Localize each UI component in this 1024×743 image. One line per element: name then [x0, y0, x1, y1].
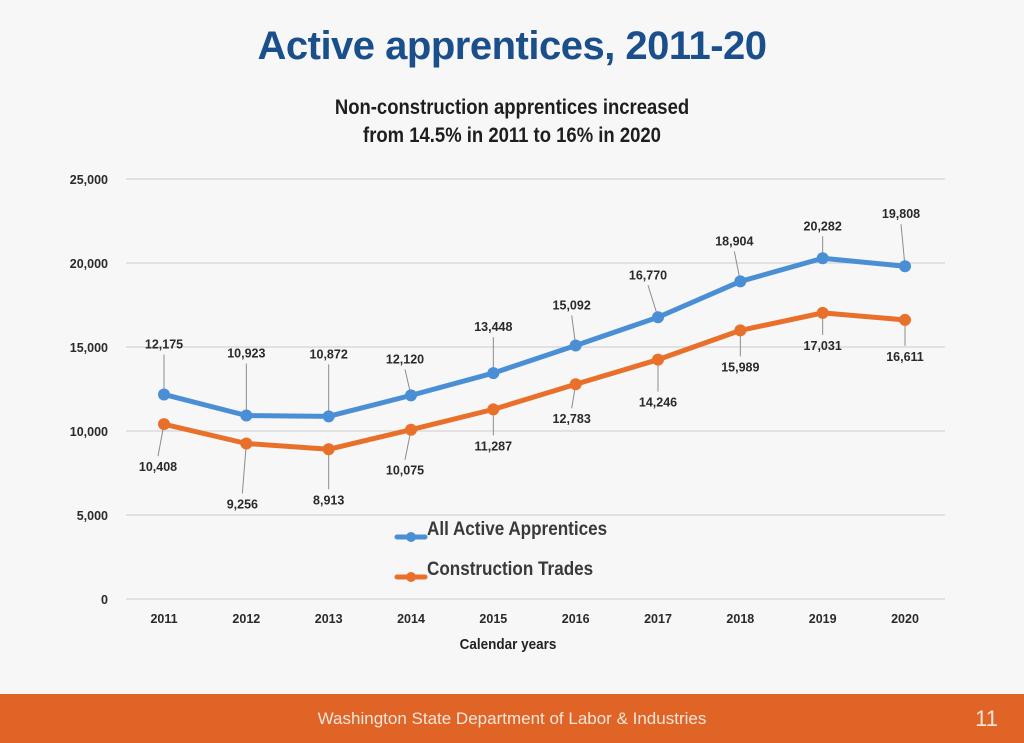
slide-title: Active apprentices, 2011-20	[257, 24, 767, 68]
y-tick-label: 20,000	[70, 257, 108, 271]
y-tick-label: 15,000	[70, 341, 108, 355]
x-axis-title: Calendar years	[460, 636, 557, 653]
subtitle-line-1: Non-construction apprentices increased	[334, 96, 690, 119]
page-number: 11	[975, 706, 998, 731]
x-axis: 2011 2012 2013 2014 2015 2016 2017 2018 2019 2020	[150, 612, 919, 626]
data-point	[899, 313, 911, 326]
data-point	[405, 389, 417, 402]
leader-line	[900, 224, 906, 267]
x-tick-label: 2019	[809, 612, 837, 626]
data-point	[734, 275, 747, 288]
data-label: 10,923	[227, 346, 265, 360]
data-point	[816, 252, 829, 265]
data-point	[158, 388, 170, 401]
y-tick-label: 5,000	[77, 509, 108, 523]
x-tick-label: 2012	[232, 612, 260, 626]
data-label: 15,989	[721, 360, 759, 374]
data-label: 16,770	[629, 268, 667, 282]
data-label: 9,256	[227, 497, 258, 511]
series-line-construction-trades	[161, 310, 908, 452]
data-point	[487, 403, 500, 416]
data-label: 19,808	[882, 207, 920, 221]
x-tick-label: 2011	[150, 612, 177, 626]
data-point	[322, 410, 335, 423]
data-point	[487, 367, 500, 380]
data-point	[652, 311, 664, 324]
legend-label: All Active Apprentices	[427, 518, 607, 539]
data-point	[899, 260, 911, 273]
data-label: 17,031	[804, 339, 842, 353]
legend-label: Construction Trades	[427, 558, 593, 579]
x-tick-label: 2020	[891, 612, 919, 626]
x-tick-label: 2017	[644, 612, 672, 626]
x-tick-label: 2013	[315, 612, 343, 626]
data-point	[569, 339, 582, 352]
data-label: 11,287	[475, 439, 513, 453]
data-label: 13,448	[474, 320, 512, 334]
legend-swatch-marker	[406, 532, 416, 542]
x-tick-label: 2015	[479, 612, 507, 626]
data-label: 10,075	[386, 464, 424, 478]
data-label: 16,611	[886, 350, 924, 364]
subtitle-line-2: from 14.5% in 2011 to 16% in 2020	[363, 124, 661, 147]
y-tick-label: 0	[101, 593, 108, 607]
x-tick-label: 2016	[562, 612, 590, 626]
data-label: 18,904	[715, 234, 753, 248]
data-label: 8,913	[313, 493, 344, 507]
data-label: 10,408	[139, 460, 177, 474]
data-point	[240, 437, 253, 450]
data-label: 20,282	[804, 219, 842, 233]
y-tick-label: 25,000	[70, 173, 108, 187]
x-tick-label: 2018	[726, 612, 754, 626]
data-point	[405, 423, 417, 436]
data-point	[652, 353, 664, 366]
data-label: 12,120	[386, 352, 424, 366]
series-lines	[158, 252, 911, 456]
legend-swatch-marker	[406, 572, 416, 582]
data-point	[240, 409, 253, 422]
x-tick-label: 2014	[397, 612, 425, 626]
legend: All Active Apprentices Construction Trade…	[394, 518, 607, 582]
data-point	[322, 443, 335, 456]
data-label: 12,783	[553, 412, 591, 426]
data-point	[569, 378, 582, 391]
y-tick-label: 10,000	[70, 425, 108, 439]
data-point	[734, 324, 747, 337]
data-label: 10,872	[310, 347, 348, 361]
data-label: 12,175	[145, 337, 183, 351]
data-point	[816, 306, 829, 319]
data-point	[158, 418, 170, 431]
series-line-all-active-apprentices	[161, 255, 908, 419]
chart-subtitle: Non-construction apprentices increased f…	[61, 94, 962, 150]
y-axis: 0 5,000 10,000 15,000 20,000 25,000	[70, 173, 108, 607]
data-labels: 12,175 10,923 10,872 12,120 13,448 15,092 16,7…	[139, 207, 924, 511]
data-label: 15,092	[553, 298, 591, 312]
footer-organization: Washington State Department of Labor & I…	[317, 709, 707, 728]
data-label: 14,246	[639, 396, 677, 410]
footer-bar: Washington State Department of Labor & I…	[0, 694, 1024, 743]
leader-line	[241, 443, 247, 494]
